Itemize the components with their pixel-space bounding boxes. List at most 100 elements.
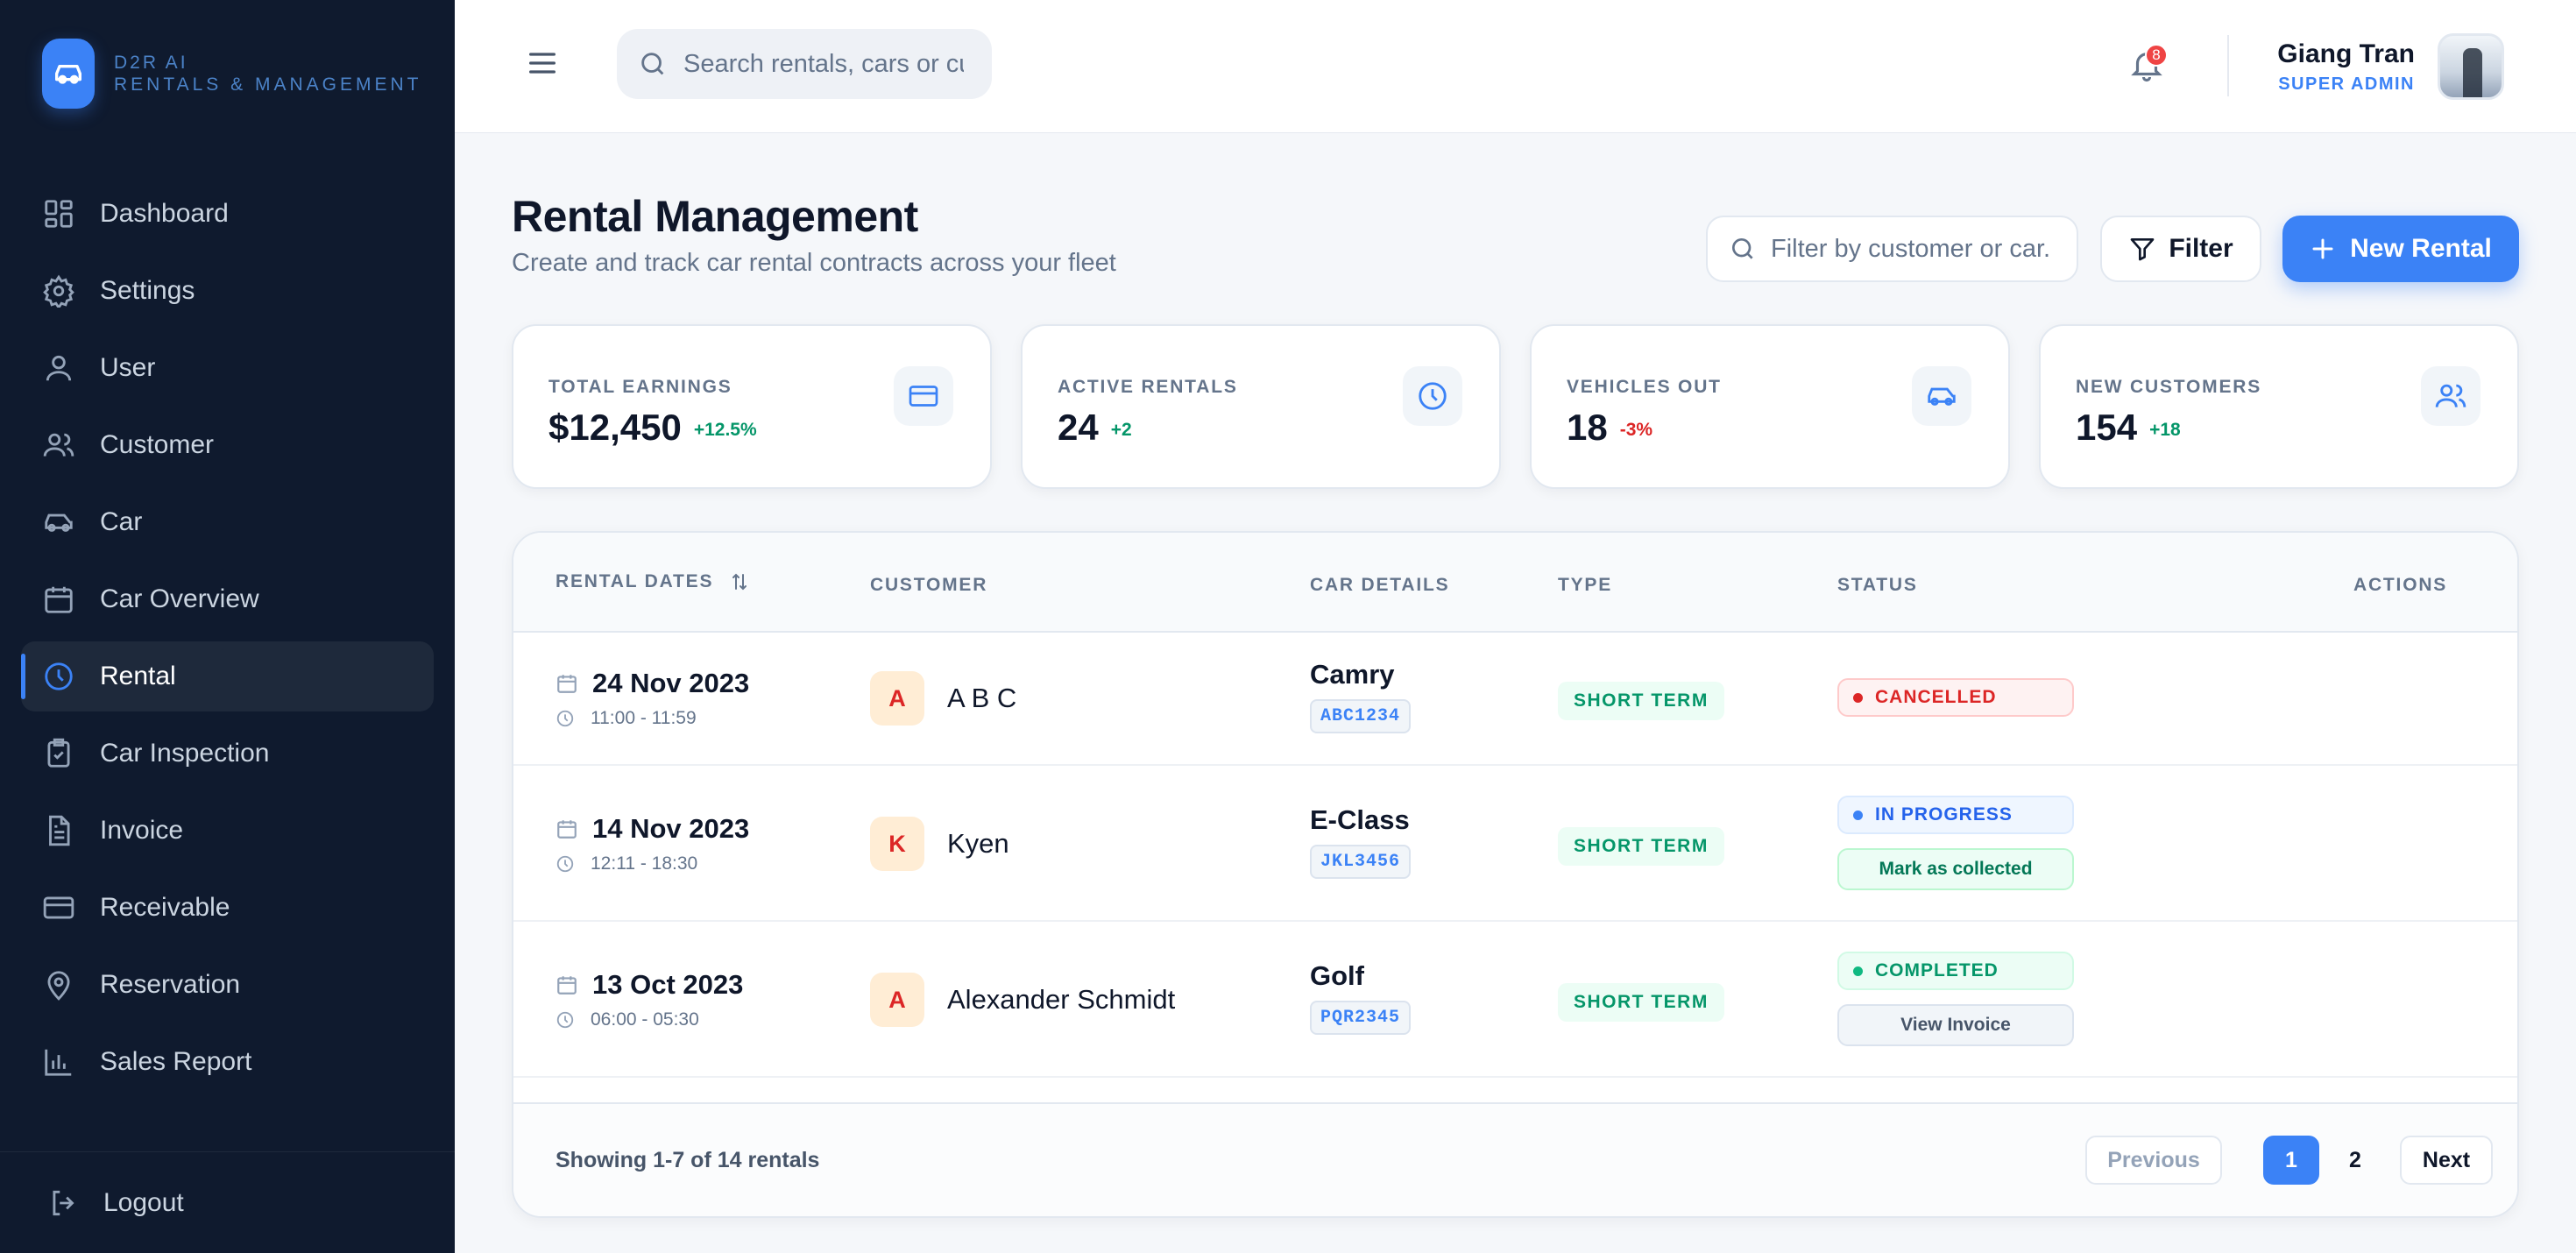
new-rental-button[interactable]: New Rental (2282, 216, 2519, 282)
sidebar-item-customer[interactable]: Customer (21, 410, 434, 480)
sidebar-item-invoice[interactable]: Invoice (21, 796, 434, 866)
sidebar-item-label: Rental (100, 662, 176, 690)
stat-card-active-rentals: ACTIVE RENTALS 24 +2 (1021, 324, 1501, 489)
type-cell: SHORT TERM (1558, 983, 1724, 1022)
clock-icon (556, 1011, 574, 1029)
pagination-summary: Showing 1-7 of 14 rentals (556, 1148, 820, 1172)
user-menu[interactable]: Giang Tran SUPER ADMIN (2277, 33, 2504, 100)
main-content: 8 Giang Tran SUPER ADMIN Rental Manageme… (455, 0, 2576, 1253)
table-footer: Showing 1-7 of 14 rentals Previous 1 2 N… (513, 1102, 2517, 1216)
sidebar-item-label: Car Inspection (100, 739, 270, 768)
brand[interactable]: D2R AI RENTALS & MANAGEMENT (42, 39, 421, 109)
sidebar-item-label: Sales Report (100, 1047, 252, 1076)
rental-type-badge: SHORT TERM (1558, 682, 1724, 720)
customer-avatar: A (870, 973, 924, 1027)
sidebar-item-sales-report[interactable]: Sales Report (21, 1027, 434, 1097)
license-plate: ABC1234 (1310, 699, 1412, 733)
credit-card-icon (894, 366, 953, 426)
page-subtitle: Create and track car rental contracts ac… (512, 249, 1116, 277)
car-details-cell: Golf PQR2345 (1310, 960, 1412, 1035)
page-title: Rental Management (512, 192, 918, 241)
gear-icon (43, 274, 74, 308)
calendar-icon (557, 976, 577, 995)
car-logo-icon (42, 39, 95, 109)
filter-button[interactable]: Filter (2100, 216, 2261, 282)
user-name: Giang Tran (2277, 39, 2415, 68)
page-2-button[interactable]: 2 (2333, 1136, 2377, 1185)
table-row[interactable]: 24 Nov 2023 11:00 - 11:59 A A B C Camry … (513, 633, 2517, 766)
stat-value-text: 154 (2076, 407, 2138, 448)
customer-avatar: A (870, 671, 924, 726)
sidebar-item-dashboard[interactable]: Dashboard (21, 179, 434, 249)
sidebar-item-rental[interactable]: Rental (21, 641, 434, 711)
sort-icon[interactable] (729, 571, 750, 592)
sidebar: D2R AI RENTALS & MANAGEMENT Dashboard Se… (0, 0, 455, 1253)
sidebar-item-label: Reservation (100, 970, 241, 999)
rental-date: 13 Oct 2023 (592, 969, 744, 1000)
type-cell: SHORT TERM (1558, 682, 1724, 720)
sidebar-item-car-inspection[interactable]: Car Inspection (21, 719, 434, 789)
user-icon (46, 355, 72, 381)
sidebar-item-car-overview[interactable]: Car Overview (21, 564, 434, 634)
calendar-icon (45, 586, 73, 613)
sidebar-item-receivable[interactable]: Receivable (21, 873, 434, 943)
page-1-button[interactable]: 1 (2263, 1136, 2319, 1185)
next-page-button[interactable]: Next (2400, 1136, 2493, 1185)
type-cell: SHORT TERM (1558, 827, 1724, 866)
search-input[interactable] (683, 49, 964, 79)
column-header-type: TYPE (1558, 575, 1613, 595)
sidebar-item-settings[interactable]: Settings (21, 256, 434, 326)
sidebar-item-user[interactable]: User (21, 333, 434, 403)
status-badge: COMPLETED (1837, 952, 2074, 990)
customer-cell: A A B C (870, 671, 1016, 726)
status-label: COMPLETED (1875, 960, 1999, 980)
stat-label: NEW CUSTOMERS (2076, 377, 2262, 397)
license-plate: JKL3456 (1310, 845, 1412, 879)
table-row[interactable]: 14 Nov 2023 12:11 - 18:30 K Kyen E-Class… (513, 766, 2517, 922)
customer-avatar: K (870, 817, 924, 871)
sidebar-item-label: Receivable (100, 893, 230, 922)
rentals-table: RENTAL DATES CUSTOMER CAR DETAILS TYPE S… (512, 531, 2519, 1218)
status-cell: COMPLETED View Invoice (1837, 952, 2074, 1046)
rental-type-badge: SHORT TERM (1558, 827, 1724, 866)
car-model: Golf (1310, 960, 1364, 991)
hamburger-menu-icon[interactable] (525, 46, 560, 81)
dashboard-icon (45, 200, 73, 228)
view-invoice-button[interactable]: View Invoice (1837, 1004, 2074, 1046)
sidebar-item-label: Customer (100, 430, 215, 459)
stat-value: 24 +2 (1058, 407, 1132, 449)
customer-name: Alexander Schmidt (947, 984, 1176, 1015)
logout-button[interactable]: Logout (0, 1151, 455, 1253)
filter-input[interactable] (1771, 234, 2051, 264)
sidebar-item-label: Dashboard (100, 199, 229, 228)
rental-date: 24 Nov 2023 (592, 668, 750, 698)
status-dot (1853, 966, 1863, 976)
sidebar-item-car[interactable]: Car (21, 487, 434, 557)
notification-badge: 8 (2145, 44, 2168, 67)
clipboard-check-icon (47, 738, 70, 768)
status-cell: CANCELLED (1837, 678, 2074, 717)
mark-as-collected-button[interactable]: Mark as collected (1837, 848, 2074, 890)
car-icon (1912, 366, 1971, 426)
car-details-cell: Camry ABC1234 (1310, 659, 1412, 733)
stat-delta: +2 (1110, 419, 1132, 440)
search-icon (641, 53, 664, 75)
filter-field[interactable] (1706, 216, 2078, 282)
users-icon (2421, 366, 2480, 426)
topbar-divider (2227, 35, 2229, 96)
sidebar-item-label: Settings (100, 276, 195, 305)
stat-label: VEHICLES OUT (1567, 377, 1722, 397)
previous-page-button[interactable]: Previous (2085, 1136, 2222, 1185)
column-header-rental-dates[interactable]: RENTAL DATES (556, 571, 750, 592)
column-header-car-details: CAR DETAILS (1310, 575, 1450, 595)
global-search[interactable] (617, 29, 992, 99)
rental-date: 14 Nov 2023 (592, 813, 750, 844)
stat-card-new-customers: NEW CUSTOMERS 154 +18 (2039, 324, 2519, 489)
brand-name: D2R AI (114, 52, 188, 73)
table-row[interactable]: 13 Oct 2023 06:00 - 05:30 A Alexander Sc… (513, 922, 2517, 1078)
stat-value-text: $12,450 (548, 407, 682, 448)
credit-card-icon (43, 896, 74, 919)
avatar[interactable] (2438, 33, 2504, 100)
sidebar-item-reservation[interactable]: Reservation (21, 950, 434, 1020)
column-header-label: RENTAL DATES (556, 571, 714, 591)
